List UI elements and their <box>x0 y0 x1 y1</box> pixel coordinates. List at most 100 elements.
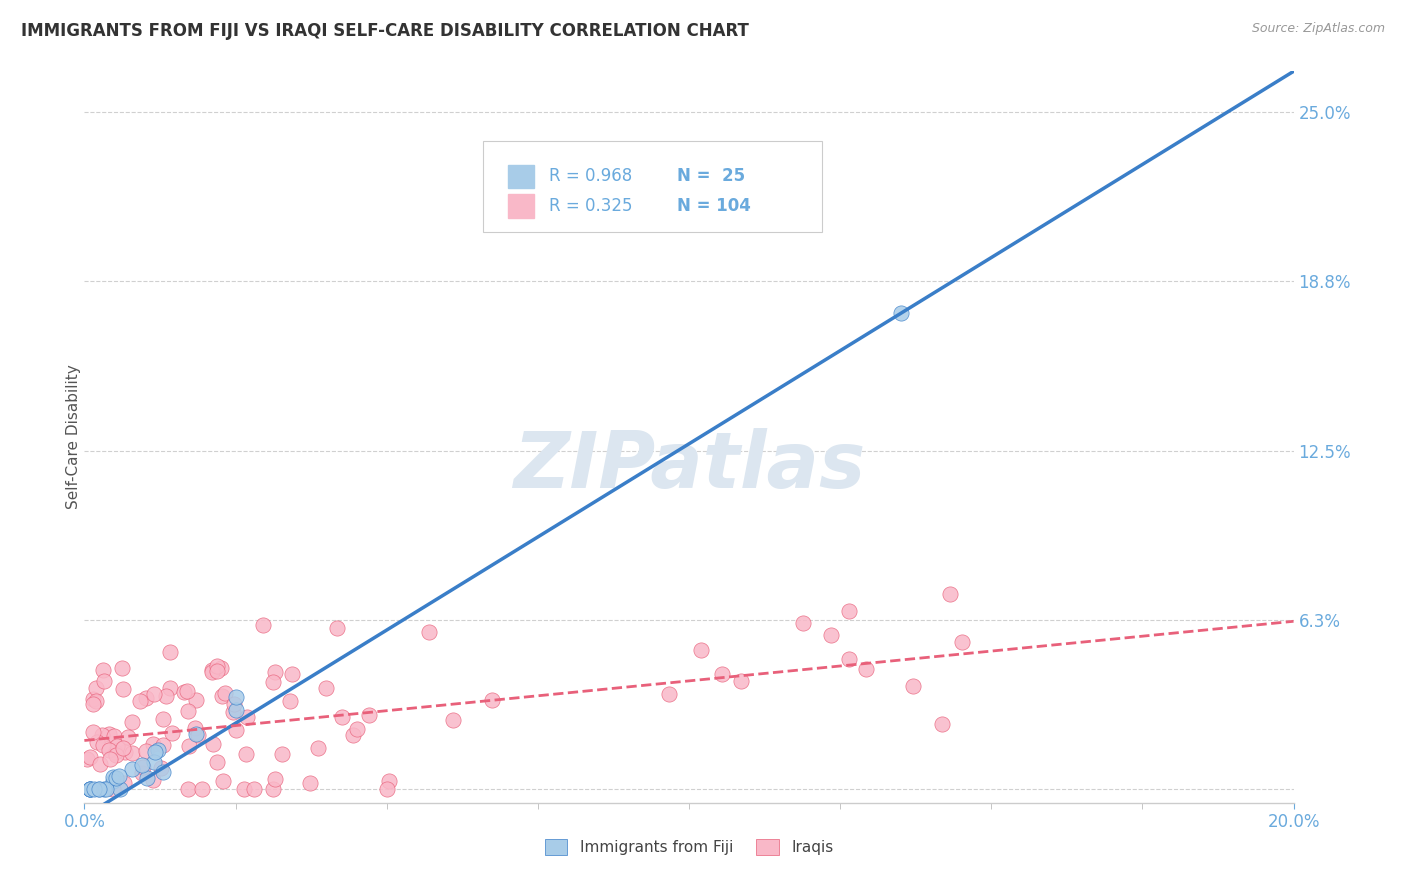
Bar <box>508 165 534 188</box>
Point <box>690 642 713 657</box>
Point <box>201 663 224 677</box>
Point <box>121 714 143 729</box>
Point <box>855 662 877 676</box>
Text: R = 0.968: R = 0.968 <box>548 168 631 186</box>
Point <box>207 755 229 769</box>
Point <box>243 782 266 797</box>
Point <box>150 761 173 775</box>
Point <box>104 771 127 785</box>
Point <box>838 652 860 666</box>
Point <box>202 737 225 751</box>
Point <box>233 782 256 797</box>
Point <box>299 775 322 789</box>
Text: N =  25: N = 25 <box>676 168 745 186</box>
Point <box>377 781 399 796</box>
Point <box>111 740 134 755</box>
Point <box>262 674 284 689</box>
Point <box>191 782 214 797</box>
Point <box>222 698 245 712</box>
Point <box>931 717 953 731</box>
Point <box>89 782 111 797</box>
Point <box>711 666 734 681</box>
Point <box>225 703 247 717</box>
Text: Source: ZipAtlas.com: Source: ZipAtlas.com <box>1251 22 1385 36</box>
Point <box>187 727 209 741</box>
Point <box>177 782 200 797</box>
Point <box>184 693 207 707</box>
Point <box>117 730 139 744</box>
Point <box>152 712 174 726</box>
Point <box>658 687 681 701</box>
Point <box>357 708 380 723</box>
Point <box>201 665 224 680</box>
Point <box>205 664 228 678</box>
Point <box>97 743 120 757</box>
Point <box>101 773 124 788</box>
Point <box>143 687 166 701</box>
Point <box>159 681 181 696</box>
Point <box>111 682 134 697</box>
Point <box>135 691 157 706</box>
Point <box>148 743 170 757</box>
Point <box>141 772 163 787</box>
Point <box>264 665 287 680</box>
Point <box>103 782 125 797</box>
Point <box>418 625 440 640</box>
Point <box>278 694 301 708</box>
Point <box>281 666 304 681</box>
Point <box>128 694 150 708</box>
Point <box>173 685 195 699</box>
Point <box>121 746 143 760</box>
Point <box>84 694 107 708</box>
Text: IMMIGRANTS FROM FIJI VS IRAQI SELF-CARE DISABILITY CORRELATION CHART: IMMIGRANTS FROM FIJI VS IRAQI SELF-CARE … <box>21 22 749 40</box>
Point <box>79 782 101 797</box>
Point <box>939 587 962 601</box>
Point <box>271 747 294 762</box>
Point <box>83 782 105 797</box>
Point <box>104 745 127 759</box>
Point <box>91 738 114 752</box>
Point <box>79 782 101 797</box>
Point <box>98 727 121 741</box>
Point <box>142 737 165 751</box>
Point <box>262 782 284 797</box>
Point <box>121 762 143 776</box>
Point <box>177 704 200 718</box>
Point <box>315 681 337 695</box>
Point <box>82 724 104 739</box>
Point <box>214 686 236 700</box>
Point <box>135 771 157 785</box>
Point <box>145 745 167 759</box>
Point <box>222 705 245 719</box>
Point <box>87 782 110 797</box>
Point <box>114 745 136 759</box>
Point <box>93 674 115 689</box>
Point <box>79 749 101 764</box>
Text: R = 0.325: R = 0.325 <box>548 197 633 215</box>
Point <box>225 723 247 737</box>
Bar <box>508 194 534 218</box>
Point <box>792 615 814 630</box>
FancyBboxPatch shape <box>484 141 823 232</box>
Point <box>176 684 198 698</box>
Legend: Immigrants from Fiji, Iraqis: Immigrants from Fiji, Iraqis <box>538 833 839 861</box>
Point <box>225 690 247 704</box>
Point <box>108 782 131 797</box>
Point <box>441 713 464 727</box>
Point <box>212 773 235 788</box>
Point <box>209 661 232 675</box>
Point <box>264 772 287 786</box>
Point <box>98 751 121 765</box>
Point <box>79 782 101 797</box>
Point <box>326 621 349 635</box>
Point <box>152 738 174 752</box>
Point <box>950 635 973 649</box>
Y-axis label: Self-Care Disability: Self-Care Disability <box>66 365 80 509</box>
Point <box>186 726 208 740</box>
Point <box>82 692 104 706</box>
Point <box>89 757 111 772</box>
Point <box>76 752 98 766</box>
Point <box>105 739 128 754</box>
Point <box>93 782 115 797</box>
Point <box>112 776 135 790</box>
